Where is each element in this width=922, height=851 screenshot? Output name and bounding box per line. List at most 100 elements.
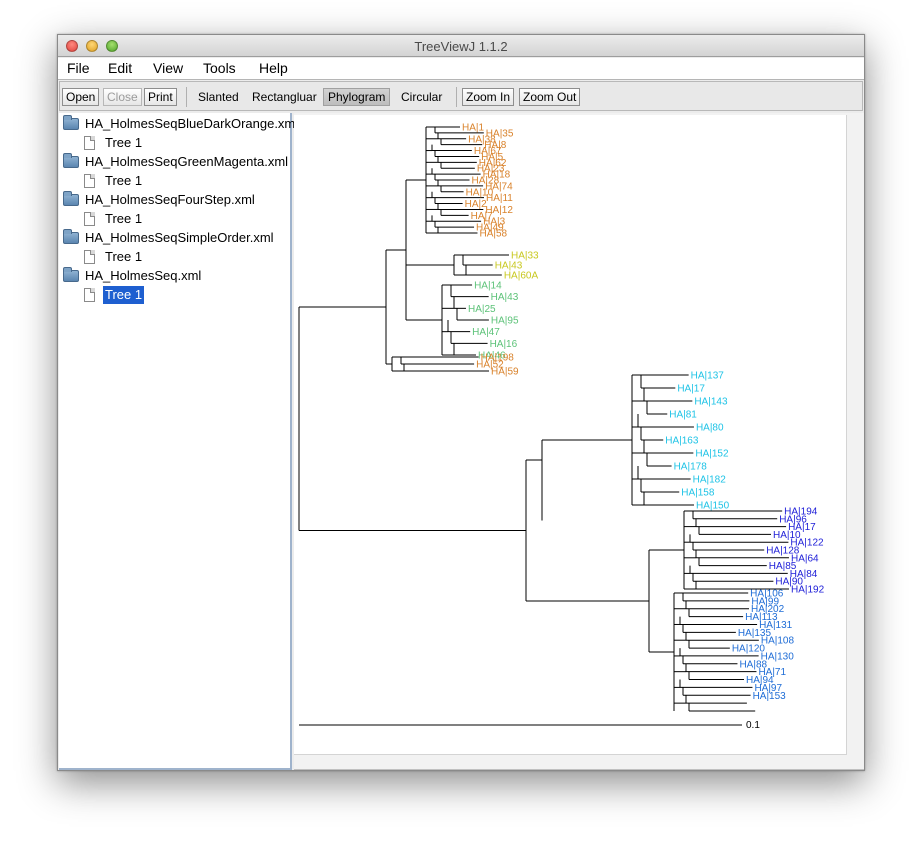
leaf-label[interactable]: HA|163 bbox=[665, 436, 699, 447]
leaf-label[interactable]: HA|7 bbox=[471, 211, 493, 222]
toolbar-separator bbox=[186, 87, 187, 107]
leaf-label[interactable]: HA|94 bbox=[746, 675, 774, 686]
leaf-label[interactable]: HA|38 bbox=[468, 134, 496, 145]
leaf-label[interactable]: HA|194 bbox=[784, 507, 818, 518]
close-button[interactable]: Close bbox=[103, 88, 142, 106]
file-tree-panel: HA_HolmesSeqBlueDarkOrange.xml Tree 1 HA… bbox=[59, 113, 298, 770]
print-button[interactable]: Print bbox=[144, 88, 177, 106]
leaf-label[interactable]: HA|153 bbox=[753, 691, 787, 702]
leaf-label[interactable]: HA|46 bbox=[478, 351, 506, 362]
leaf-label[interactable]: HA|122 bbox=[790, 538, 824, 549]
zoom-out-button[interactable]: Zoom Out bbox=[519, 88, 581, 106]
leaf-label[interactable]: HA|43 bbox=[491, 292, 519, 303]
leaf-label[interactable]: HA|8 bbox=[484, 140, 506, 151]
leaf-label[interactable]: HA|47 bbox=[472, 327, 500, 338]
tree-name: Tree 1 bbox=[105, 135, 143, 150]
leaf-label[interactable]: HA|28 bbox=[472, 176, 500, 187]
file-name: HA_HolmesSeqBlueDarkOrange.xml bbox=[85, 116, 299, 131]
leaf-label[interactable]: HA|80 bbox=[696, 423, 724, 434]
menu-view[interactable]: View bbox=[153, 60, 184, 76]
leaf-label[interactable]: HA|67 bbox=[474, 146, 502, 157]
leaf-label[interactable]: HA|182 bbox=[693, 475, 727, 486]
leaf-label[interactable]: HA|81 bbox=[669, 410, 697, 421]
leaf-label[interactable]: HA|59 bbox=[491, 367, 519, 378]
zoom-in-button[interactable]: Zoom In bbox=[462, 88, 515, 106]
leaf-label[interactable]: HA|33 bbox=[511, 251, 539, 262]
document-icon bbox=[84, 250, 95, 264]
leaf-label[interactable]: HA|58 bbox=[479, 229, 507, 240]
phylogram-canvas[interactable]: HA|1 HA|35 HA|38 HA|8 HA|67 HA|5 HA|62 HA|23 HA|… bbox=[294, 115, 847, 755]
leaf-label[interactable]: HA|2 bbox=[465, 199, 487, 210]
leaf-label[interactable]: HA|128 bbox=[766, 546, 800, 557]
leaf-label[interactable]: HA|14 bbox=[474, 281, 502, 292]
minimize-window-button[interactable] bbox=[86, 40, 98, 52]
menu-file[interactable]: File bbox=[67, 60, 90, 76]
leaf-label[interactable]: HA|158 bbox=[681, 488, 715, 499]
open-button[interactable]: Open bbox=[62, 88, 100, 106]
leaf-label[interactable]: HA|137 bbox=[691, 371, 725, 382]
document-icon bbox=[84, 288, 95, 302]
leaf-label[interactable]: HA|85 bbox=[769, 561, 797, 572]
tree-view-panel: HA|1 HA|35 HA|38 HA|8 HA|67 HA|5 HA|62 HA|23 HA|… bbox=[294, 113, 864, 770]
leaf-label[interactable]: HA|23 bbox=[477, 164, 505, 175]
file-name: HA_HolmesSeqFourStep.xml bbox=[85, 192, 255, 207]
leaf-label[interactable]: HA|10 bbox=[773, 530, 801, 541]
leaf-label[interactable]: HA|88 bbox=[739, 659, 767, 670]
leaf-label[interactable]: HA|62 bbox=[479, 158, 507, 169]
leaf-label[interactable]: HA|99 bbox=[751, 596, 779, 607]
leaf-label[interactable]: HA|5 bbox=[481, 152, 503, 163]
menu-tools[interactable]: Tools bbox=[203, 60, 236, 76]
folder-icon bbox=[63, 229, 79, 244]
close-window-button[interactable] bbox=[66, 40, 78, 52]
leaf-label[interactable]: HA|178 bbox=[674, 462, 708, 473]
leaf-label[interactable]: HA|60A bbox=[504, 271, 539, 282]
leaf-label[interactable]: HA|3 bbox=[483, 217, 505, 228]
menu-help[interactable]: Help bbox=[259, 60, 288, 76]
leaf-label[interactable]: HA|43 bbox=[495, 261, 523, 272]
phylogram-view-button[interactable]: Phylogram bbox=[323, 88, 391, 106]
slanted-view-button[interactable]: Slanted bbox=[198, 90, 239, 104]
toolbar: Open Close Print Slanted Rectangluar Phy… bbox=[59, 81, 863, 111]
leaf-label[interactable]: HA|97 bbox=[754, 683, 782, 694]
tree-name: Tree 1 bbox=[105, 249, 143, 264]
circular-view-button[interactable]: Circular bbox=[401, 90, 443, 104]
leaf-label[interactable]: HA|131 bbox=[759, 620, 793, 631]
leaf-label[interactable]: HA|202 bbox=[751, 604, 785, 615]
leaf-label[interactable]: HA|96 bbox=[779, 514, 807, 525]
leaf-label[interactable]: HA|95 bbox=[491, 316, 519, 327]
leaf-label[interactable]: HA|198 bbox=[481, 353, 515, 364]
leaf-label[interactable]: HA|120 bbox=[732, 644, 766, 655]
leaf-label[interactable]: HA|64 bbox=[791, 553, 819, 564]
leaf-label[interactable]: HA|113 bbox=[745, 612, 778, 623]
leaf-label[interactable]: HA|35 bbox=[486, 128, 514, 139]
menu-bar: File Edit View Tools Help bbox=[58, 58, 864, 80]
leaf-label[interactable]: HA|143 bbox=[694, 397, 728, 408]
tree-name: Tree 1 bbox=[105, 211, 143, 226]
file-name: HA_HolmesSeqGreenMagenta.xml bbox=[85, 154, 289, 169]
zoom-window-button[interactable] bbox=[106, 40, 118, 52]
rectangular-view-button[interactable]: Rectangluar bbox=[252, 90, 317, 104]
leaf-label[interactable]: HA|108 bbox=[761, 636, 795, 647]
leaf-label[interactable]: HA|152 bbox=[695, 449, 729, 460]
leaf-label[interactable]: HA|135 bbox=[738, 628, 772, 639]
leaf-label[interactable]: HA|52 bbox=[476, 360, 504, 371]
leaf-label[interactable]: HA|10 bbox=[466, 187, 494, 198]
leaf-label[interactable]: HA|74 bbox=[485, 181, 513, 192]
leaf-label[interactable]: HA|1 bbox=[462, 123, 484, 134]
leaf-label[interactable]: HA|25 bbox=[468, 304, 496, 315]
leaf-label[interactable]: HA|49 bbox=[476, 223, 504, 234]
leaf-label[interactable]: HA|17 bbox=[677, 384, 705, 395]
leaf-label[interactable]: HA|71 bbox=[758, 667, 786, 678]
leaf-label[interactable]: HA|16 bbox=[490, 339, 518, 350]
leaf-label[interactable]: HA|150 bbox=[696, 501, 730, 512]
leaf-label[interactable]: HA|192 bbox=[791, 585, 825, 596]
leaf-label[interactable]: HA|11 bbox=[486, 193, 513, 204]
leaf-label[interactable]: HA|106 bbox=[750, 589, 784, 600]
leaf-label[interactable]: HA|18 bbox=[483, 170, 511, 181]
leaf-label[interactable]: HA|12 bbox=[485, 205, 513, 216]
leaf-label[interactable]: HA|17 bbox=[788, 522, 816, 533]
leaf-label[interactable]: HA|90 bbox=[775, 577, 803, 588]
leaf-label[interactable]: HA|130 bbox=[761, 651, 795, 662]
leaf-label[interactable]: HA|84 bbox=[790, 569, 818, 580]
menu-edit[interactable]: Edit bbox=[108, 60, 133, 76]
